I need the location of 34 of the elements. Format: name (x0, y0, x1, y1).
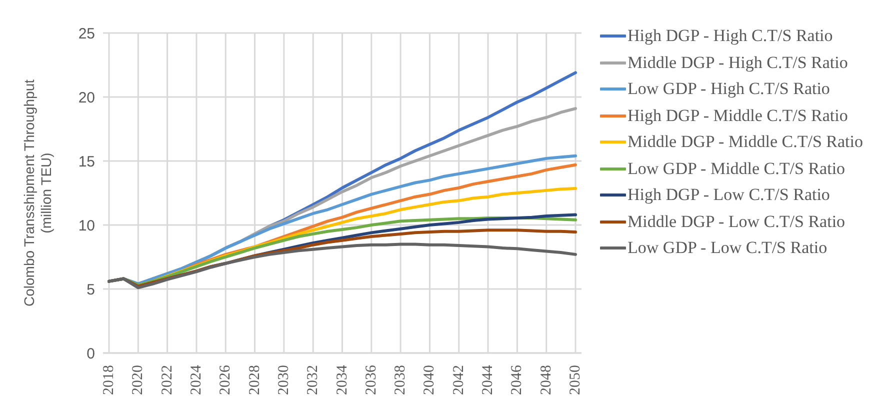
legend-label: High DGP - High C.T/S Ratio (628, 26, 833, 46)
y-tick-label: 5 (86, 281, 95, 298)
legend-label: Low GDP - Middle C.T/S Ratio (628, 158, 846, 179)
y-tick-label: 0 (86, 345, 95, 362)
y-tick-label: 25 (78, 25, 95, 42)
y-tick-label: 20 (78, 89, 95, 106)
x-tick-label: 2024 (188, 364, 204, 395)
x-tick-label: 2030 (276, 365, 292, 395)
x-tick-label: 2040 (422, 365, 438, 395)
legend-label: High DGP - Low C.T/S Ratio (628, 185, 830, 206)
x-tick-label: 2036 (363, 364, 380, 395)
y-tick-label: 15 (78, 153, 95, 170)
x-tick-label: 2018 (101, 365, 117, 395)
legend-label: Middle DGP - High C.T/S Ratio (628, 52, 848, 73)
legend-label: Low GDP - Low C.T/S Ratio (628, 238, 828, 258)
legend-label: Low GDP - High C.T/S Ratio (628, 79, 830, 100)
x-tick-label: 2048 (538, 365, 554, 395)
y-axis-title: Colombo Transshipment Throughput (million TEU) (21, 79, 54, 306)
x-tick-label: 2044 (480, 364, 496, 395)
x-tick-label: 2034 (334, 364, 350, 395)
x-tick-label: 2026 (218, 364, 234, 395)
x-tick-label: 2046 (509, 364, 526, 395)
x-tick-label: 2038 (392, 365, 409, 395)
legend-label: Middle DGP - Middle C.T/S Ratio (628, 132, 863, 152)
x-tick-label: 2042 (450, 365, 467, 395)
legend-label: Middle DGP - Low C.T/S Ratio (628, 212, 846, 232)
x-tick-label: 2022 (159, 365, 176, 395)
x-tick-label: 2050 (568, 365, 584, 395)
line-series (108, 242, 577, 290)
legend-label: High DGP - Middle C.T/S Ratio (628, 106, 848, 126)
x-tick-label: 2020 (130, 365, 146, 395)
x-tick-label: 2032 (305, 365, 322, 395)
y-tick-label: 10 (78, 217, 95, 234)
x-tick-label: 2028 (246, 365, 263, 395)
